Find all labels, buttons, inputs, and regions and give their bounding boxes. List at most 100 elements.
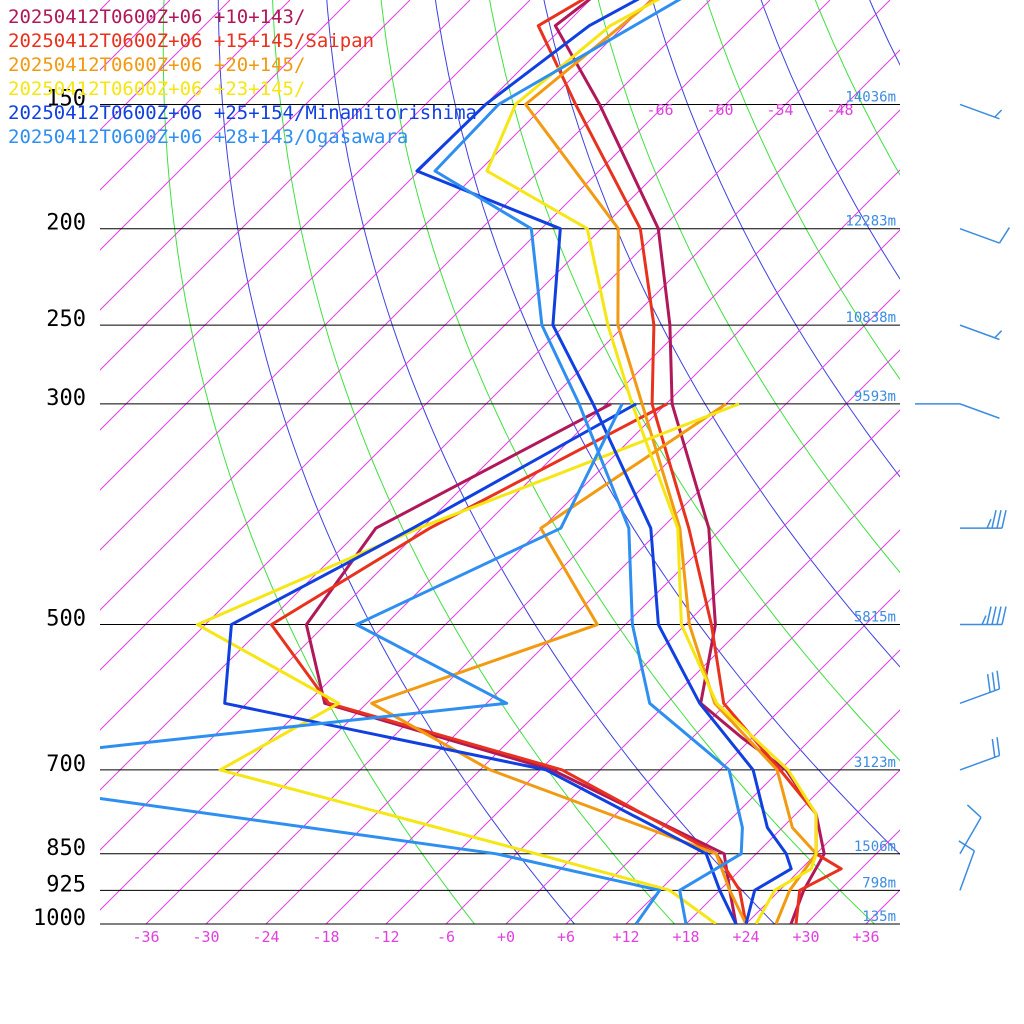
barb-feather: [996, 737, 1001, 756]
height-label: 3123m: [854, 755, 896, 771]
isotherm-line: [100, 0, 711, 611]
barb-feather: [996, 670, 1001, 690]
dewpoint-line-1: [269, 402, 748, 924]
theta-line-290: [272, 0, 676, 924]
barb-feather: [981, 615, 987, 625]
temperature-tick: +36: [852, 928, 879, 946]
theta-line-380: [760, 0, 900, 280]
wind-barb: [959, 804, 982, 855]
theta-line-270: [162, 0, 476, 924]
wind-barb: [959, 737, 1001, 771]
temperature-tick: +30: [792, 928, 819, 946]
temperature-tick: +18: [672, 928, 699, 946]
temperature-tick: +6: [557, 928, 575, 946]
dewpoint-line-5: [100, 403, 662, 924]
temperature-line-0: [553, 0, 826, 924]
theta-lines: [162, 0, 1024, 945]
wind-barb: [959, 227, 1011, 244]
top-temperature-label: -60: [706, 101, 733, 119]
theta-line-410: [825, 0, 1024, 945]
isobar-lines: [100, 103, 900, 925]
temperature-line-2: [524, 0, 818, 924]
top-temperature-label: -66: [646, 101, 673, 119]
height-label: 798m: [862, 875, 896, 891]
pressure-label: 850: [46, 836, 86, 861]
theta-line-370: [706, 0, 900, 381]
isotherm-line: [100, 0, 831, 731]
isotherm-line: [100, 0, 291, 191]
temperature-line-5: [433, 0, 744, 924]
barb-staff: [959, 103, 1000, 120]
barb-feather: [991, 509, 997, 529]
barb-feather: [1001, 509, 1007, 529]
isotherm-line: [805, 829, 900, 924]
isotherm-line: [865, 889, 900, 924]
theta-line-300: [326, 0, 776, 924]
pressure-label: 1000: [33, 906, 86, 931]
temperature-tick: +24: [732, 928, 759, 946]
isotherm-line: [685, 709, 900, 924]
temperature-tick: -24: [252, 928, 279, 946]
barb-staff: [959, 688, 1000, 705]
isotherm-line: [100, 0, 351, 251]
isotherm-line: [986, 0, 1024, 924]
top-temperature-label: -48: [826, 101, 853, 119]
height-label: 10838m: [845, 310, 896, 326]
barb-feather: [958, 840, 975, 852]
wind-barb: [960, 606, 1007, 626]
pressure-label: 700: [46, 752, 86, 777]
barb-feather: [991, 672, 996, 691]
isotherm-line: [100, 0, 531, 431]
barb-feather: [991, 606, 997, 625]
dewpoint-line-4: [223, 402, 738, 924]
wind-barb: [915, 403, 1000, 419]
wind-barb: [959, 324, 1003, 341]
barb-staff: [959, 403, 1000, 419]
theta-line-420: [870, 0, 1024, 945]
height-label: 5815m: [854, 610, 896, 626]
dewpoint-line-2: [370, 402, 748, 924]
temperature-tick: -6: [437, 928, 455, 946]
barb-staff: [959, 817, 982, 855]
barb-feather: [986, 673, 991, 693]
height-label: 12283m: [845, 214, 896, 230]
wind-barb: [959, 670, 1001, 705]
legend: 20250412T0600Z+06 +10+143/20250412T0600Z…: [8, 6, 477, 148]
barb-staff: [959, 754, 1000, 771]
theta-line-390: [814, 0, 900, 176]
isotherm-line: [100, 0, 651, 551]
barb-feather: [994, 109, 1003, 118]
temperature-tick: -36: [132, 928, 159, 946]
isotherm-line: [325, 349, 900, 924]
temperature-tick: -18: [312, 928, 339, 946]
wind-barb: [960, 509, 1007, 529]
barb-feather: [986, 606, 992, 625]
legend-entry: 20250412T0600Z+06 +15+145/Saipan: [8, 30, 374, 52]
height-label: 9593m: [854, 389, 896, 405]
barb-staff: [959, 850, 976, 891]
barb-feather: [996, 509, 1002, 529]
pressure-label: 300: [46, 386, 86, 411]
legend-entry: 20250412T0600Z+06 +25+154/Minamitorishim…: [8, 102, 477, 124]
legend-entry: 20250412T0600Z+06 +10+143/: [8, 6, 305, 28]
top-temperature-label: -54: [766, 101, 793, 119]
pressure-label: 200: [46, 211, 86, 236]
temperature-tick: +0: [497, 928, 515, 946]
theta-line-310: [380, 0, 876, 924]
axis-labels: 100150200250300500700850925100016417m140…: [33, 86, 896, 946]
barb-feather: [998, 227, 1011, 244]
pressure-label: 500: [46, 607, 86, 632]
barb-feather: [966, 804, 982, 818]
wind-barbs: [915, 103, 1011, 891]
theta-line-350: [597, 0, 900, 574]
temperature-tick: +12: [612, 928, 639, 946]
theta-line-330: [489, 0, 900, 762]
theta-line-280: [217, 0, 576, 924]
wind-barb: [959, 103, 1003, 120]
pressure-label: 250: [46, 307, 86, 332]
isotherm-line: [100, 0, 411, 311]
legend-entry: 20250412T0600Z+06 +28+143/Ogasawara: [8, 126, 408, 148]
pressure-label: 150: [46, 86, 86, 111]
legend-entry: 20250412T0600Z+06 +23+145/: [8, 78, 305, 100]
